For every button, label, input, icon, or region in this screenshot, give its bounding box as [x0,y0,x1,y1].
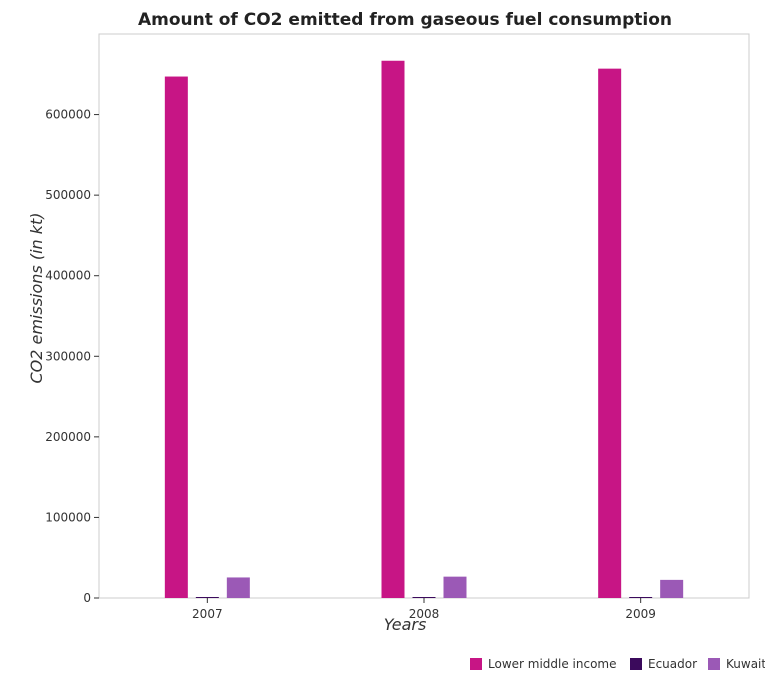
legend-swatch [470,658,482,670]
bar-ecuador-2008 [412,597,436,598]
y-axis-ticks: 0 100000 200000 300000 400000 500000 600000 [45,108,99,605]
bar-kuwait-2009 [660,579,684,598]
legend-label: Kuwait [726,657,765,671]
bars [164,60,684,599]
y-tick-label: 300000 [45,349,91,363]
legend-swatch [630,658,642,670]
y-axis-label: CO2 emissions (in kt) [27,212,46,383]
bar-ecuador-2009 [629,597,653,598]
bar-kuwait-2007 [226,577,250,598]
y-tick-label: 400000 [45,269,91,283]
bar-lower-middle-income-2008 [381,60,405,599]
legend-label: Ecuador [648,657,697,671]
bar-ecuador-2007 [195,597,219,598]
legend-label: Lower middle income [488,657,617,671]
x-axis-ticks: 2007 2008 2009 [192,598,656,621]
bar-kuwait-2008 [443,576,467,598]
legend: Lower middle income Ecuador Kuwait [470,657,765,671]
y-tick-label: 600000 [45,108,91,122]
y-tick-label: 100000 [45,510,91,524]
x-tick-label: 2008 [409,607,440,621]
x-tick-label: 2007 [192,607,223,621]
legend-swatch [708,658,720,670]
y-tick-label: 200000 [45,430,91,444]
y-tick-label: 500000 [45,188,91,202]
bar-lower-middle-income-2007 [164,76,188,598]
x-axis-label: Years [384,615,427,634]
chart-title: Amount of CO2 emitted from gaseous fuel … [138,10,672,30]
x-tick-label: 2009 [625,607,656,621]
bar-lower-middle-income-2009 [598,68,622,599]
plot-frame [98,33,750,599]
y-tick-label: 0 [83,591,91,605]
